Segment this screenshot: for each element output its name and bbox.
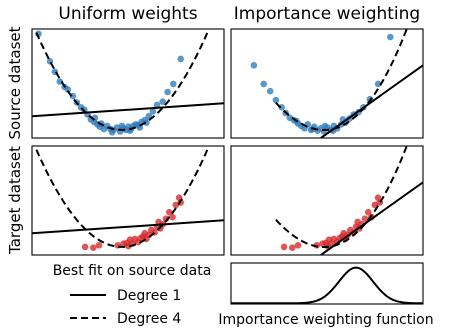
- panel-frame-target-uniform: [31, 145, 225, 256]
- panel-frame-source-uniform: [31, 28, 225, 139]
- row-label-source: Source dataset: [6, 26, 24, 139]
- legend-degree-4-label: Degree 4: [117, 311, 181, 327]
- legend-degree-1-label: Degree 1: [117, 288, 181, 304]
- data-point: [365, 208, 372, 216]
- panel-weighting-function: [231, 266, 423, 304]
- data-point: [321, 122, 329, 130]
- col-title-uniform: Uniform weights: [58, 4, 197, 24]
- panel-target-uniform: [32, 146, 224, 251]
- data-point: [164, 88, 171, 96]
- degree-1-fit-line: [320, 64, 423, 138]
- data-point: [149, 108, 157, 115]
- data-point: [266, 87, 274, 95]
- data-point: [90, 244, 97, 251]
- data-point: [141, 229, 148, 237]
- data-point: [64, 86, 72, 93]
- degree-1-fit-line: [32, 102, 224, 118]
- degree-4-fit-line: [33, 29, 211, 131]
- data-point: [280, 243, 288, 251]
- degree-1-fit-line: [320, 181, 423, 255]
- data-point: [354, 218, 361, 226]
- data-point: [155, 218, 162, 226]
- data-point: [153, 101, 161, 109]
- panel-source-weighted: [250, 29, 423, 138]
- data-point: [260, 80, 268, 88]
- data-point: [95, 242, 103, 249]
- data-point: [177, 55, 184, 63]
- panel-frame-source-weighted: [230, 28, 424, 139]
- data-point: [143, 119, 150, 126]
- data-point: [81, 243, 89, 251]
- data-point: [169, 213, 176, 221]
- weighting-function-label: Importance weighting function: [218, 312, 433, 328]
- data-point: [374, 80, 382, 88]
- legend-title: Best fit on source data: [53, 263, 212, 279]
- data-point: [361, 215, 369, 222]
- panel-frame-target-weighted: [230, 145, 424, 256]
- panel-frame-weighting-function: [230, 262, 424, 305]
- data-point: [250, 62, 258, 69]
- data-point: [166, 208, 173, 216]
- data-point: [272, 96, 280, 104]
- data-point: [108, 129, 116, 136]
- data-point: [172, 201, 180, 209]
- weighting-curve: [231, 266, 423, 304]
- data-point: [170, 80, 177, 88]
- panel-source-uniform: [32, 29, 224, 136]
- degree-4-fit-line: [33, 146, 211, 248]
- col-title-importance: Importance weighting: [234, 4, 420, 24]
- data-point: [118, 122, 126, 130]
- data-point: [294, 242, 302, 249]
- data-point: [289, 244, 296, 251]
- data-point: [125, 242, 132, 250]
- data-point: [340, 229, 348, 237]
- data-point: [159, 98, 166, 105]
- data-point: [387, 33, 394, 41]
- panel-target-weighted: [275, 146, 423, 255]
- row-label-target: Target dataset: [6, 146, 24, 255]
- degree-1-fit-line: [32, 219, 224, 235]
